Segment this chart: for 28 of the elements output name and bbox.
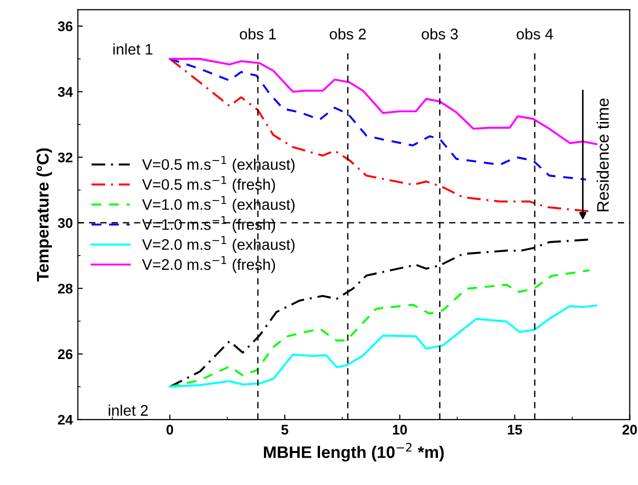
y-axis-title: Temperature (°C) bbox=[36, 148, 52, 282]
ref-line-label: obs 1 bbox=[240, 28, 276, 40]
legend-label: V=2.0 m.s$^{−1}$ (exhaust) bbox=[142, 236, 295, 253]
legend-label: V=2.0 m.s$^{−1}$ (fresh) bbox=[142, 256, 275, 273]
legend-label: V=0.5 m.s$^{−1}$ (exhaust) bbox=[142, 156, 295, 173]
ref-line-label: obs 4 bbox=[516, 28, 553, 40]
x-tick-label: 0 bbox=[166, 424, 174, 435]
annotation: Residence time bbox=[596, 98, 609, 212]
x-tick-label: 15 bbox=[508, 424, 522, 435]
x-tick-label: 5 bbox=[281, 424, 288, 435]
annotation: inlet 1 bbox=[113, 43, 152, 55]
x-tick-label: 10 bbox=[392, 424, 407, 435]
y-tick-label: 24 bbox=[58, 414, 73, 425]
x-axis-title: MBHE length (10$^{−2}$ *m) bbox=[264, 442, 444, 462]
ref-line-label: obs 3 bbox=[422, 28, 458, 40]
y-tick-label: 30 bbox=[58, 218, 72, 228]
annotation: inlet 2 bbox=[108, 404, 148, 416]
y-tick-label: 32 bbox=[58, 152, 72, 162]
line-series bbox=[168, 58, 598, 146]
y-tick-label: 36 bbox=[58, 21, 72, 32]
legend-label: V=0.5 m.s$^{−1}$ (fresh) bbox=[142, 176, 275, 193]
y-tick-label: 26 bbox=[58, 349, 72, 360]
x-tick-label: 20 bbox=[622, 424, 637, 435]
y-tick-label: 34 bbox=[58, 87, 73, 97]
ref-line-label: obs 2 bbox=[330, 28, 366, 40]
legend-label: V=1.0 m.s$^{−1}$ (exhaust) bbox=[142, 196, 295, 213]
y-tick-label: 28 bbox=[58, 284, 73, 294]
line-series bbox=[168, 304, 598, 388]
